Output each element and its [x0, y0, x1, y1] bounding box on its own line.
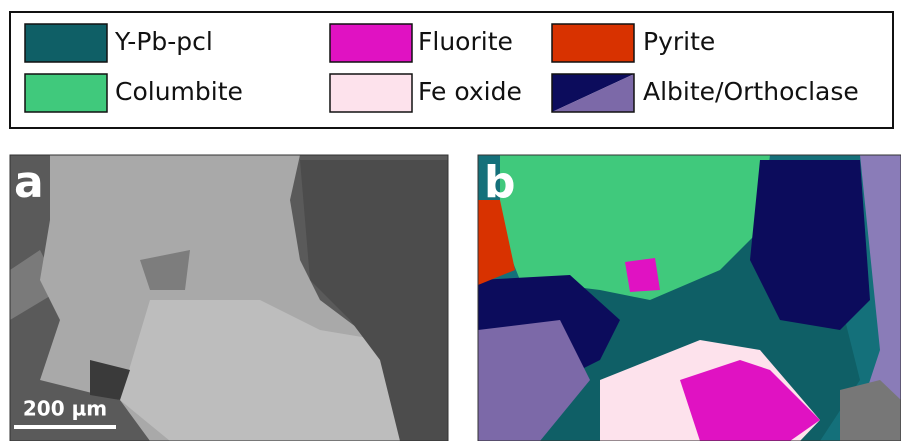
legend-label: Pyrite: [643, 27, 715, 56]
panel-a-image: [9, 154, 449, 442]
panel-label: b: [484, 157, 516, 208]
legend-label: Fluorite: [418, 27, 513, 56]
legend-label: Y-Pb-pcl: [114, 27, 213, 56]
legend-label: Fe oxide: [418, 77, 522, 106]
legend-swatch: [552, 74, 634, 112]
legend-swatch: [551, 23, 635, 63]
legend-box: [9, 11, 894, 129]
legend-label: Albite/Orthoclase: [643, 77, 859, 106]
legend-swatch-border: [551, 73, 635, 113]
legend-label: Columbite: [115, 77, 243, 106]
legend-swatch: [24, 73, 108, 113]
scale-bar-label: 200 µm: [23, 397, 107, 421]
legend: Y-Pb-pcl Columbite Fluorite Fe oxide Pyrite A…: [24, 23, 859, 113]
legend-swatch: [329, 23, 413, 63]
legend-swatch: [329, 73, 413, 113]
panel-label: a: [14, 157, 44, 208]
legend-swatch: [24, 23, 108, 63]
panel-b-image: [477, 154, 901, 442]
